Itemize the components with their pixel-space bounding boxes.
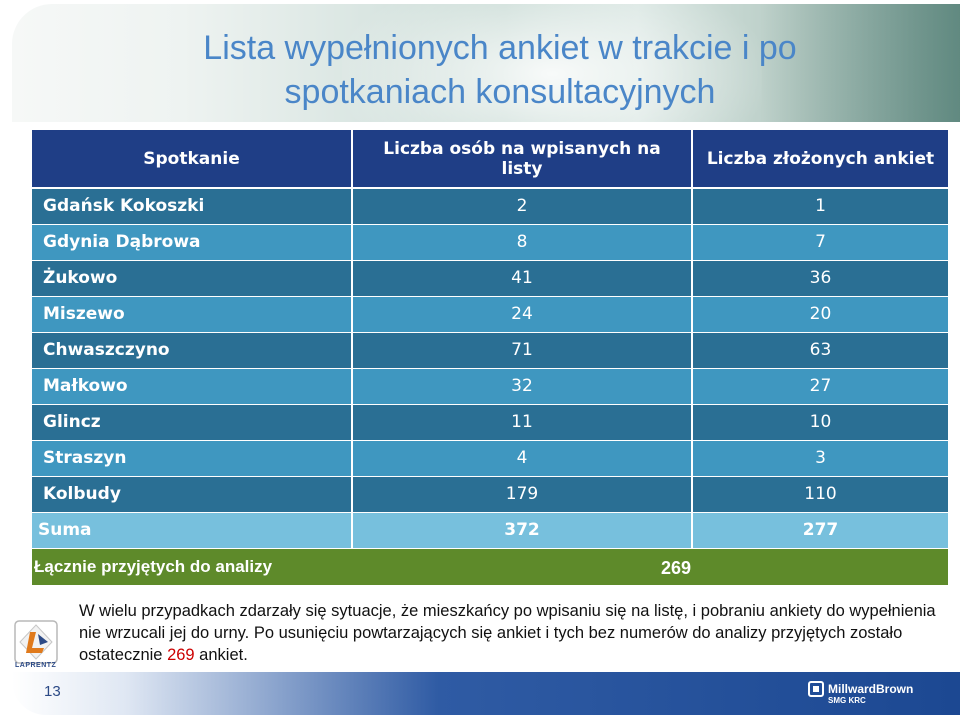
millward-brown-mark-icon [808, 681, 824, 697]
sum-listed: 372 [352, 512, 693, 549]
meeting-name: Gdańsk Kokoszki [32, 188, 353, 225]
table-row: Glincz 11 10 [32, 404, 948, 441]
listed-count: 32 [352, 368, 693, 405]
listed-count: 179 [352, 476, 693, 513]
sum-label: Suma [32, 512, 353, 549]
meeting-name: Kolbudy [32, 476, 353, 513]
table-header-row: Spotkanie Liczba osób na wpisanych na li… [32, 130, 948, 189]
survey-count: 7 [692, 224, 948, 261]
millward-brown-logo: MillwardBrown SMG KRC [808, 681, 928, 709]
header-shade [760, 4, 960, 122]
table-row: Miszewo 24 20 [32, 296, 948, 333]
header-glow [342, 4, 762, 122]
title-line-1: Lista wypełnionych ankiet w trakcie i po [203, 29, 797, 67]
meeting-name: Żukowo [32, 260, 353, 297]
table-row: Małkowo 32 27 [32, 368, 948, 405]
meeting-name: Straszyn [32, 440, 353, 477]
listed-count: 71 [352, 332, 693, 369]
table-sum-row: Suma 372 277 [32, 512, 948, 549]
total-label: Łącznie przyjętych do analizy [34, 557, 273, 576]
listed-count: 2 [352, 188, 693, 225]
listed-count: 4 [352, 440, 693, 477]
page-number: 13 [44, 683, 61, 700]
slide-footer: 13 MillwardBrown SMG KRC [12, 672, 960, 715]
listed-count: 41 [352, 260, 693, 297]
survey-count: 27 [692, 368, 948, 405]
millward-brown-sub: SMG KRC [828, 696, 866, 705]
meeting-name: Małkowo [32, 368, 353, 405]
survey-count: 10 [692, 404, 948, 441]
listed-count: 11 [352, 404, 693, 441]
slide-title: Lista wypełnionych ankiet w trakcie i po… [140, 26, 860, 114]
note-highlight: 269 [167, 646, 195, 664]
survey-count: 63 [692, 332, 948, 369]
results-table: Spotkanie Liczba osób na wpisanych na li… [32, 130, 948, 549]
sum-surveys: 277 [692, 512, 948, 549]
title-line-2: spotkaniach konsultacyjnych [284, 73, 716, 111]
table-row: Gdynia Dąbrowa 8 7 [32, 224, 948, 261]
note-text-before: W wielu przypadkach zdarzały się sytuacj… [79, 602, 936, 664]
table-row: Gdańsk Kokoszki 2 1 [32, 188, 948, 225]
header-meeting: Spotkanie [32, 130, 353, 189]
note-text-after: ankiet. [194, 646, 248, 664]
laprentz-logo-text: LAPRENTZ [15, 662, 57, 669]
millward-brown-name: MillwardBrown [828, 682, 914, 696]
listed-count: 8 [352, 224, 693, 261]
survey-count: 110 [692, 476, 948, 513]
survey-count: 36 [692, 260, 948, 297]
total-accepted-bar: Łącznie przyjętych do analizy 269 [32, 549, 948, 585]
table-row: Chwaszczyno 71 63 [32, 332, 948, 369]
meeting-name: Glincz [32, 404, 353, 441]
table-row: Kolbudy 179 110 [32, 476, 948, 513]
header-surveys: Liczba złożonych ankiet [692, 130, 948, 189]
meeting-name: Chwaszczyno [32, 332, 353, 369]
table-row: Żukowo 41 36 [32, 260, 948, 297]
meeting-name: Gdynia Dąbrowa [32, 224, 353, 261]
slide-header [12, 4, 960, 122]
laprentz-logo-icon [14, 620, 58, 664]
survey-count: 1 [692, 188, 948, 225]
header-listed: Liczba osób na wpisanych na listy [352, 130, 693, 189]
survey-count: 3 [692, 440, 948, 477]
listed-count: 24 [352, 296, 693, 333]
table-row: Straszyn 4 3 [32, 440, 948, 477]
meeting-name: Miszewo [32, 296, 353, 333]
explanatory-note: W wielu przypadkach zdarzały się sytuacj… [79, 600, 959, 666]
laprentz-logo [14, 620, 58, 666]
survey-count: 20 [692, 296, 948, 333]
total-value: 269 [660, 558, 692, 578]
